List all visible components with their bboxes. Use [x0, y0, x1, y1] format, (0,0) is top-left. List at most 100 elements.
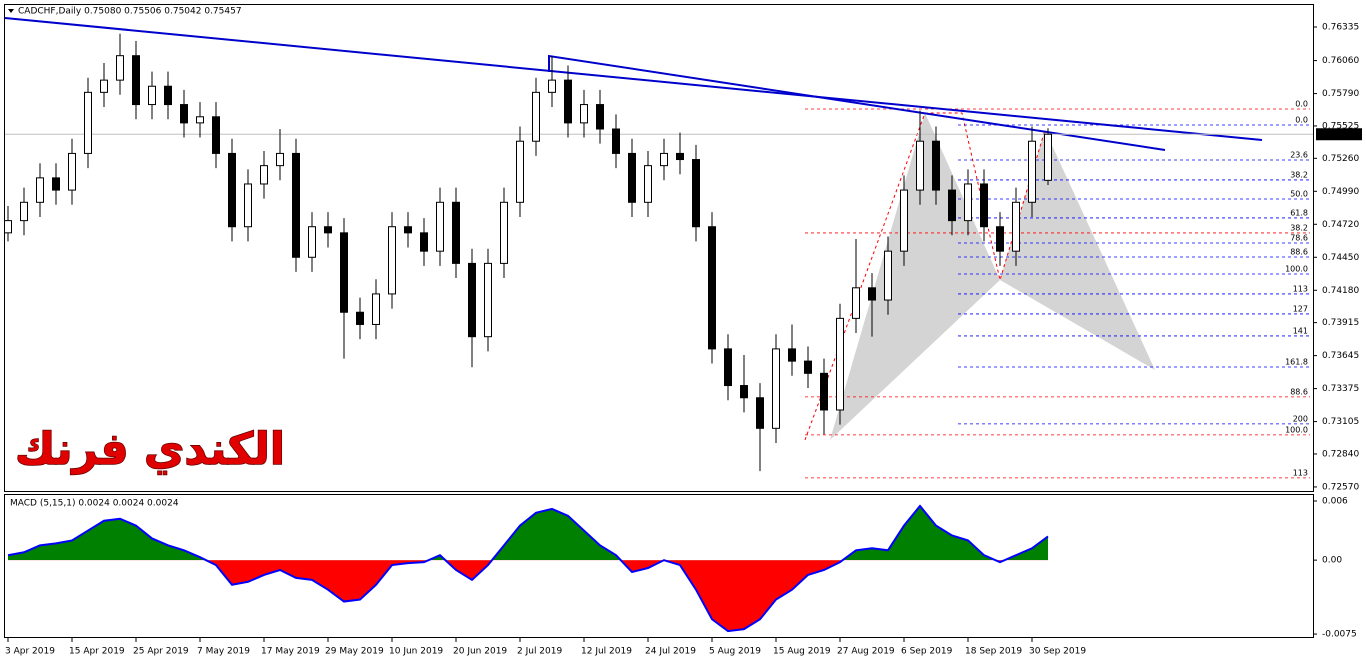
chart-title: CADCHF,Daily 0.75080 0.75506 0.75042 0.7…	[18, 7, 242, 17]
macd-area-positive	[8, 505, 1048, 561]
candle-body	[852, 287, 860, 319]
fib-label: 23.6	[1290, 151, 1308, 160]
x-tick-label: 6 Sep 2019	[901, 647, 953, 657]
candle-body	[68, 152, 76, 191]
x-tick-label: 15 Aug 2019	[773, 647, 831, 657]
candle-body	[644, 165, 652, 203]
fib-label: 113	[1293, 468, 1308, 477]
candle-body	[916, 140, 924, 191]
y-tick-label: 0.76335	[1322, 22, 1359, 32]
y-tick-label: 0.73915	[1322, 318, 1359, 328]
candle-body	[1012, 201, 1020, 252]
y-tick-label: 0.74450	[1322, 253, 1359, 263]
candle-body	[612, 128, 620, 154]
y-tick-label: 0.76060	[1322, 56, 1359, 66]
candle-body	[500, 201, 508, 264]
macd-title: MACD (5,15,1) 0.0024 0.0024 0.0024	[10, 499, 179, 509]
candle-body	[452, 201, 460, 264]
candle-body	[772, 348, 780, 429]
x-tick-label: 7 May 2019	[197, 647, 250, 657]
candle-body	[756, 397, 764, 429]
candle-body	[660, 152, 668, 167]
candle-body	[484, 262, 492, 338]
candle-body	[676, 152, 684, 161]
candle-body	[164, 85, 172, 106]
x-tick-label: 3 Apr 2019	[5, 647, 55, 657]
fib-label: 88.6	[1290, 387, 1308, 396]
x-tick-label: 15 Apr 2019	[69, 647, 125, 657]
candle-body	[868, 287, 876, 301]
x-tick-label: 2 Jul 2019	[517, 647, 562, 657]
fib-label: 141	[1293, 326, 1308, 335]
candle-body	[564, 79, 572, 124]
candle-body	[228, 152, 236, 228]
price-panel	[4, 4, 1314, 492]
fib-label: 50.0	[1290, 190, 1308, 199]
x-tick-label: 12 Jul 2019	[581, 647, 632, 657]
y-tick-label: 0.74720	[1322, 220, 1359, 230]
fib-label: 0.0	[1295, 99, 1308, 108]
x-tick-label: 10 Jun 2019	[389, 647, 443, 657]
macd-panel	[4, 494, 1314, 638]
y-tick-label: 0.72570	[1322, 482, 1359, 492]
candle-body	[932, 140, 940, 191]
candle-body	[340, 232, 348, 313]
candle-body	[52, 177, 60, 191]
y-tick-label: 0.73105	[1322, 417, 1359, 427]
candle-body	[308, 226, 316, 258]
macd	[7, 504, 1049, 633]
fib-label: 0.0	[1295, 115, 1308, 124]
candle-body	[260, 165, 268, 185]
candle-body	[180, 104, 188, 124]
candle-body	[420, 232, 428, 252]
y-tick-label: 0.75260	[1322, 154, 1359, 164]
candle-body	[292, 152, 300, 258]
y-tick-label: 0.74990	[1322, 187, 1359, 197]
pattern-bcd	[1000, 130, 1155, 370]
pattern-xab	[830, 113, 1000, 440]
candle-body	[996, 226, 1004, 252]
y-tick-label: 0.73645	[1322, 351, 1359, 361]
y-tick-label: 0.73375	[1322, 384, 1359, 394]
macd-line	[7, 504, 1049, 633]
fib-label: 88.6	[1290, 248, 1308, 257]
candle-body	[580, 104, 588, 124]
fib-label: 100.0	[1285, 425, 1308, 434]
fib-label: 113	[1293, 284, 1308, 293]
x-tick-label: 17 May 2019	[261, 647, 320, 657]
candle-body	[1044, 133, 1052, 181]
candle-body	[324, 226, 332, 234]
y-tick-label: 0.74180	[1322, 286, 1359, 296]
y-tick-label: 0.006	[1322, 497, 1348, 507]
fib-levels: 0.00.023.638.250.061.838.278.688.6100.01…	[805, 99, 1310, 479]
candles	[4, 33, 1313, 472]
y-tick-label: -0.0075	[1322, 630, 1357, 640]
candle-body	[388, 226, 396, 295]
y-tick-label: 0.75790	[1322, 89, 1359, 99]
candle-body	[948, 189, 956, 222]
candle-body	[356, 311, 364, 325]
axes: 0.76335 0.76060 0.75790 0.75525 0.75260 0.749…	[5, 22, 1362, 657]
y-tick-label: 0.00	[1322, 556, 1342, 566]
candle-body	[804, 360, 812, 374]
fib-label: 200	[1293, 414, 1308, 423]
macd-area-negative	[8, 560, 1048, 632]
candle-body	[548, 79, 556, 93]
fib-label: 38.2	[1290, 170, 1308, 179]
candle-body	[244, 183, 252, 228]
candle-body	[964, 183, 972, 222]
candle-body	[436, 201, 444, 252]
candle-body	[100, 79, 108, 93]
trendline	[4, 17, 1263, 141]
candle-body	[84, 91, 92, 154]
candle-body	[148, 85, 156, 106]
candle-body	[404, 226, 412, 234]
candle-body	[372, 293, 380, 325]
fib-label: 100.0	[1285, 265, 1308, 274]
x-tick-label: 29 May 2019	[325, 647, 384, 657]
menu-arrow[interactable]	[8, 9, 14, 13]
candle-body	[36, 177, 44, 203]
fib-label: 127	[1293, 304, 1308, 313]
